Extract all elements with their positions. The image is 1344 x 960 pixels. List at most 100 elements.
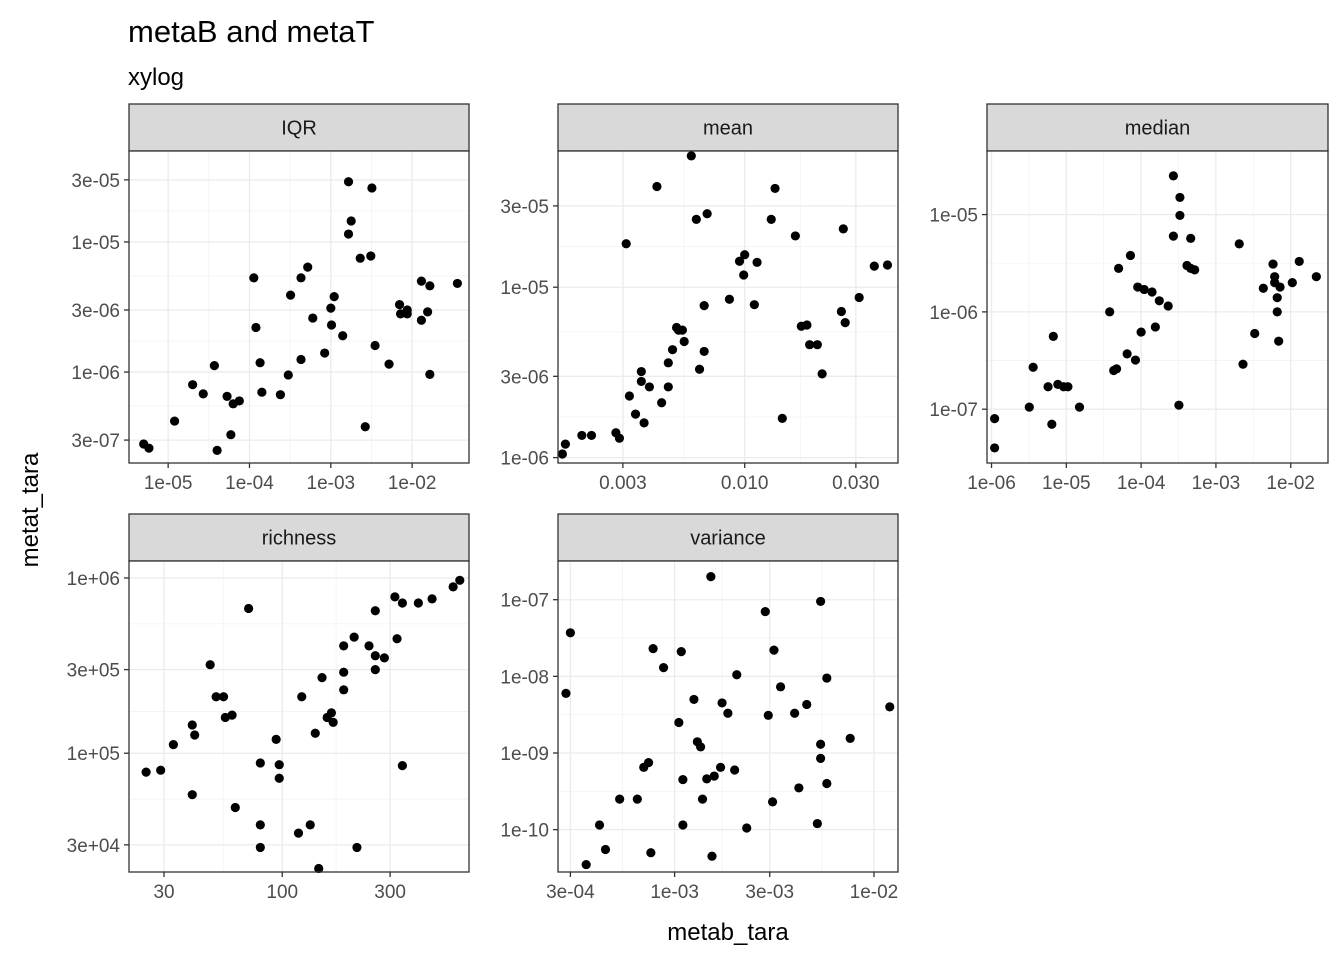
data-point bbox=[854, 292, 864, 303]
y-axis-title: metat_tara bbox=[17, 452, 44, 567]
y-tick-label: 3e-07 bbox=[71, 431, 120, 452]
y-tick-label: 1e-05 bbox=[500, 278, 549, 299]
data-point bbox=[644, 382, 655, 392]
data-point bbox=[885, 702, 895, 712]
x-tick-label: 1e-02 bbox=[388, 473, 437, 494]
data-points bbox=[141, 575, 465, 874]
data-point bbox=[724, 294, 735, 304]
data-points bbox=[561, 572, 895, 870]
data-point bbox=[624, 391, 635, 401]
data-point bbox=[767, 797, 778, 807]
data-point bbox=[723, 708, 733, 718]
data-point bbox=[706, 572, 716, 582]
x-tick-label: 0.003 bbox=[599, 473, 647, 494]
facet-strip-label: IQR bbox=[281, 118, 317, 140]
y-tick-label: 3e+05 bbox=[67, 661, 120, 682]
data-point bbox=[283, 370, 293, 380]
y-tick-label: 1e-05 bbox=[71, 233, 120, 254]
data-point bbox=[990, 443, 1000, 453]
data-point bbox=[581, 859, 591, 870]
data-point bbox=[816, 739, 826, 749]
data-point bbox=[1136, 327, 1146, 337]
data-point bbox=[326, 320, 337, 330]
facet-strip-label: mean bbox=[703, 118, 753, 140]
data-point bbox=[397, 760, 407, 771]
facet-strip bbox=[557, 103, 899, 152]
data-point bbox=[663, 382, 673, 392]
data-point bbox=[339, 685, 349, 695]
data-point bbox=[838, 224, 848, 234]
data-point bbox=[990, 414, 1000, 424]
data-point bbox=[1063, 382, 1073, 392]
data-point bbox=[1122, 349, 1132, 359]
data-point bbox=[343, 177, 354, 187]
data-point bbox=[275, 390, 286, 400]
data-point bbox=[1272, 307, 1282, 317]
y-axis: 3e+04 1e+05 3e+05 1e+06 bbox=[67, 569, 129, 857]
y-axis: 1e-07 1e-06 1e-05 bbox=[929, 206, 987, 421]
y-tick-label: 1e-07 bbox=[500, 591, 549, 612]
data-point bbox=[1024, 402, 1034, 412]
data-point bbox=[586, 430, 597, 441]
data-point bbox=[561, 688, 571, 698]
data-point bbox=[702, 209, 712, 219]
facet-iqr: IQR 1e-05 1e-04 1e-03 1e-02 3e-07 1e-06 3e-06 1e… bbox=[71, 103, 470, 494]
x-tick-label: 1e-03 bbox=[307, 473, 356, 494]
data-point bbox=[1163, 301, 1173, 311]
data-point bbox=[455, 575, 465, 585]
x-axis: 0.003 0.010 0.030 bbox=[599, 463, 880, 494]
data-point bbox=[255, 758, 265, 768]
data-point bbox=[1238, 359, 1248, 369]
panel-border bbox=[557, 150, 899, 464]
data-point bbox=[1047, 419, 1057, 429]
data-point bbox=[766, 214, 776, 225]
data-point bbox=[836, 306, 846, 317]
data-point bbox=[425, 281, 435, 291]
x-tick-label: 100 bbox=[266, 882, 298, 903]
data-point bbox=[296, 354, 306, 365]
panel-border bbox=[128, 150, 470, 464]
facet-strip bbox=[986, 103, 1329, 152]
data-point bbox=[691, 214, 701, 225]
data-point bbox=[734, 256, 745, 266]
data-point bbox=[702, 774, 712, 784]
data-point bbox=[296, 273, 306, 283]
data-point bbox=[577, 430, 587, 441]
data-point bbox=[697, 794, 708, 804]
data-point bbox=[1175, 210, 1185, 221]
y-tick-label: 3e-06 bbox=[71, 301, 120, 322]
panel-border bbox=[986, 150, 1329, 464]
data-point bbox=[169, 416, 180, 426]
data-point bbox=[355, 253, 365, 263]
data-point bbox=[1125, 250, 1136, 261]
data-point bbox=[190, 730, 200, 740]
data-point bbox=[657, 398, 667, 408]
panel-border bbox=[128, 560, 470, 873]
x-tick-label: 1e-05 bbox=[144, 473, 193, 494]
data-point bbox=[339, 641, 349, 651]
x-tick-label: 1e-06 bbox=[967, 473, 1016, 494]
data-point bbox=[1175, 192, 1185, 203]
chart-title: metaB and metaT bbox=[128, 14, 374, 49]
y-tick-label: 3e+04 bbox=[67, 836, 121, 857]
x-tick-label: 30 bbox=[153, 882, 174, 903]
panel-background bbox=[987, 151, 1328, 463]
data-point bbox=[594, 820, 605, 830]
data-point bbox=[395, 309, 406, 319]
data-point bbox=[760, 606, 770, 617]
data-point bbox=[349, 632, 359, 642]
data-point bbox=[732, 670, 742, 680]
data-point bbox=[639, 418, 649, 428]
x-tick-label: 300 bbox=[374, 882, 406, 903]
data-point bbox=[770, 183, 780, 194]
x-tick-label: 1e-04 bbox=[1117, 473, 1166, 494]
data-point bbox=[715, 762, 726, 772]
data-point bbox=[1168, 171, 1178, 181]
data-point bbox=[370, 606, 380, 616]
data-point bbox=[1139, 284, 1149, 295]
data-point bbox=[255, 820, 265, 830]
data-point bbox=[346, 216, 356, 226]
data-point bbox=[742, 823, 752, 833]
data-point bbox=[630, 409, 641, 419]
panel-background bbox=[129, 151, 469, 463]
